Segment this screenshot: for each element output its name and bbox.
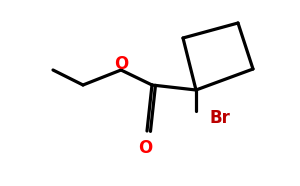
Text: Br: Br: [210, 109, 231, 127]
Text: O: O: [114, 55, 128, 73]
Text: O: O: [138, 139, 152, 157]
